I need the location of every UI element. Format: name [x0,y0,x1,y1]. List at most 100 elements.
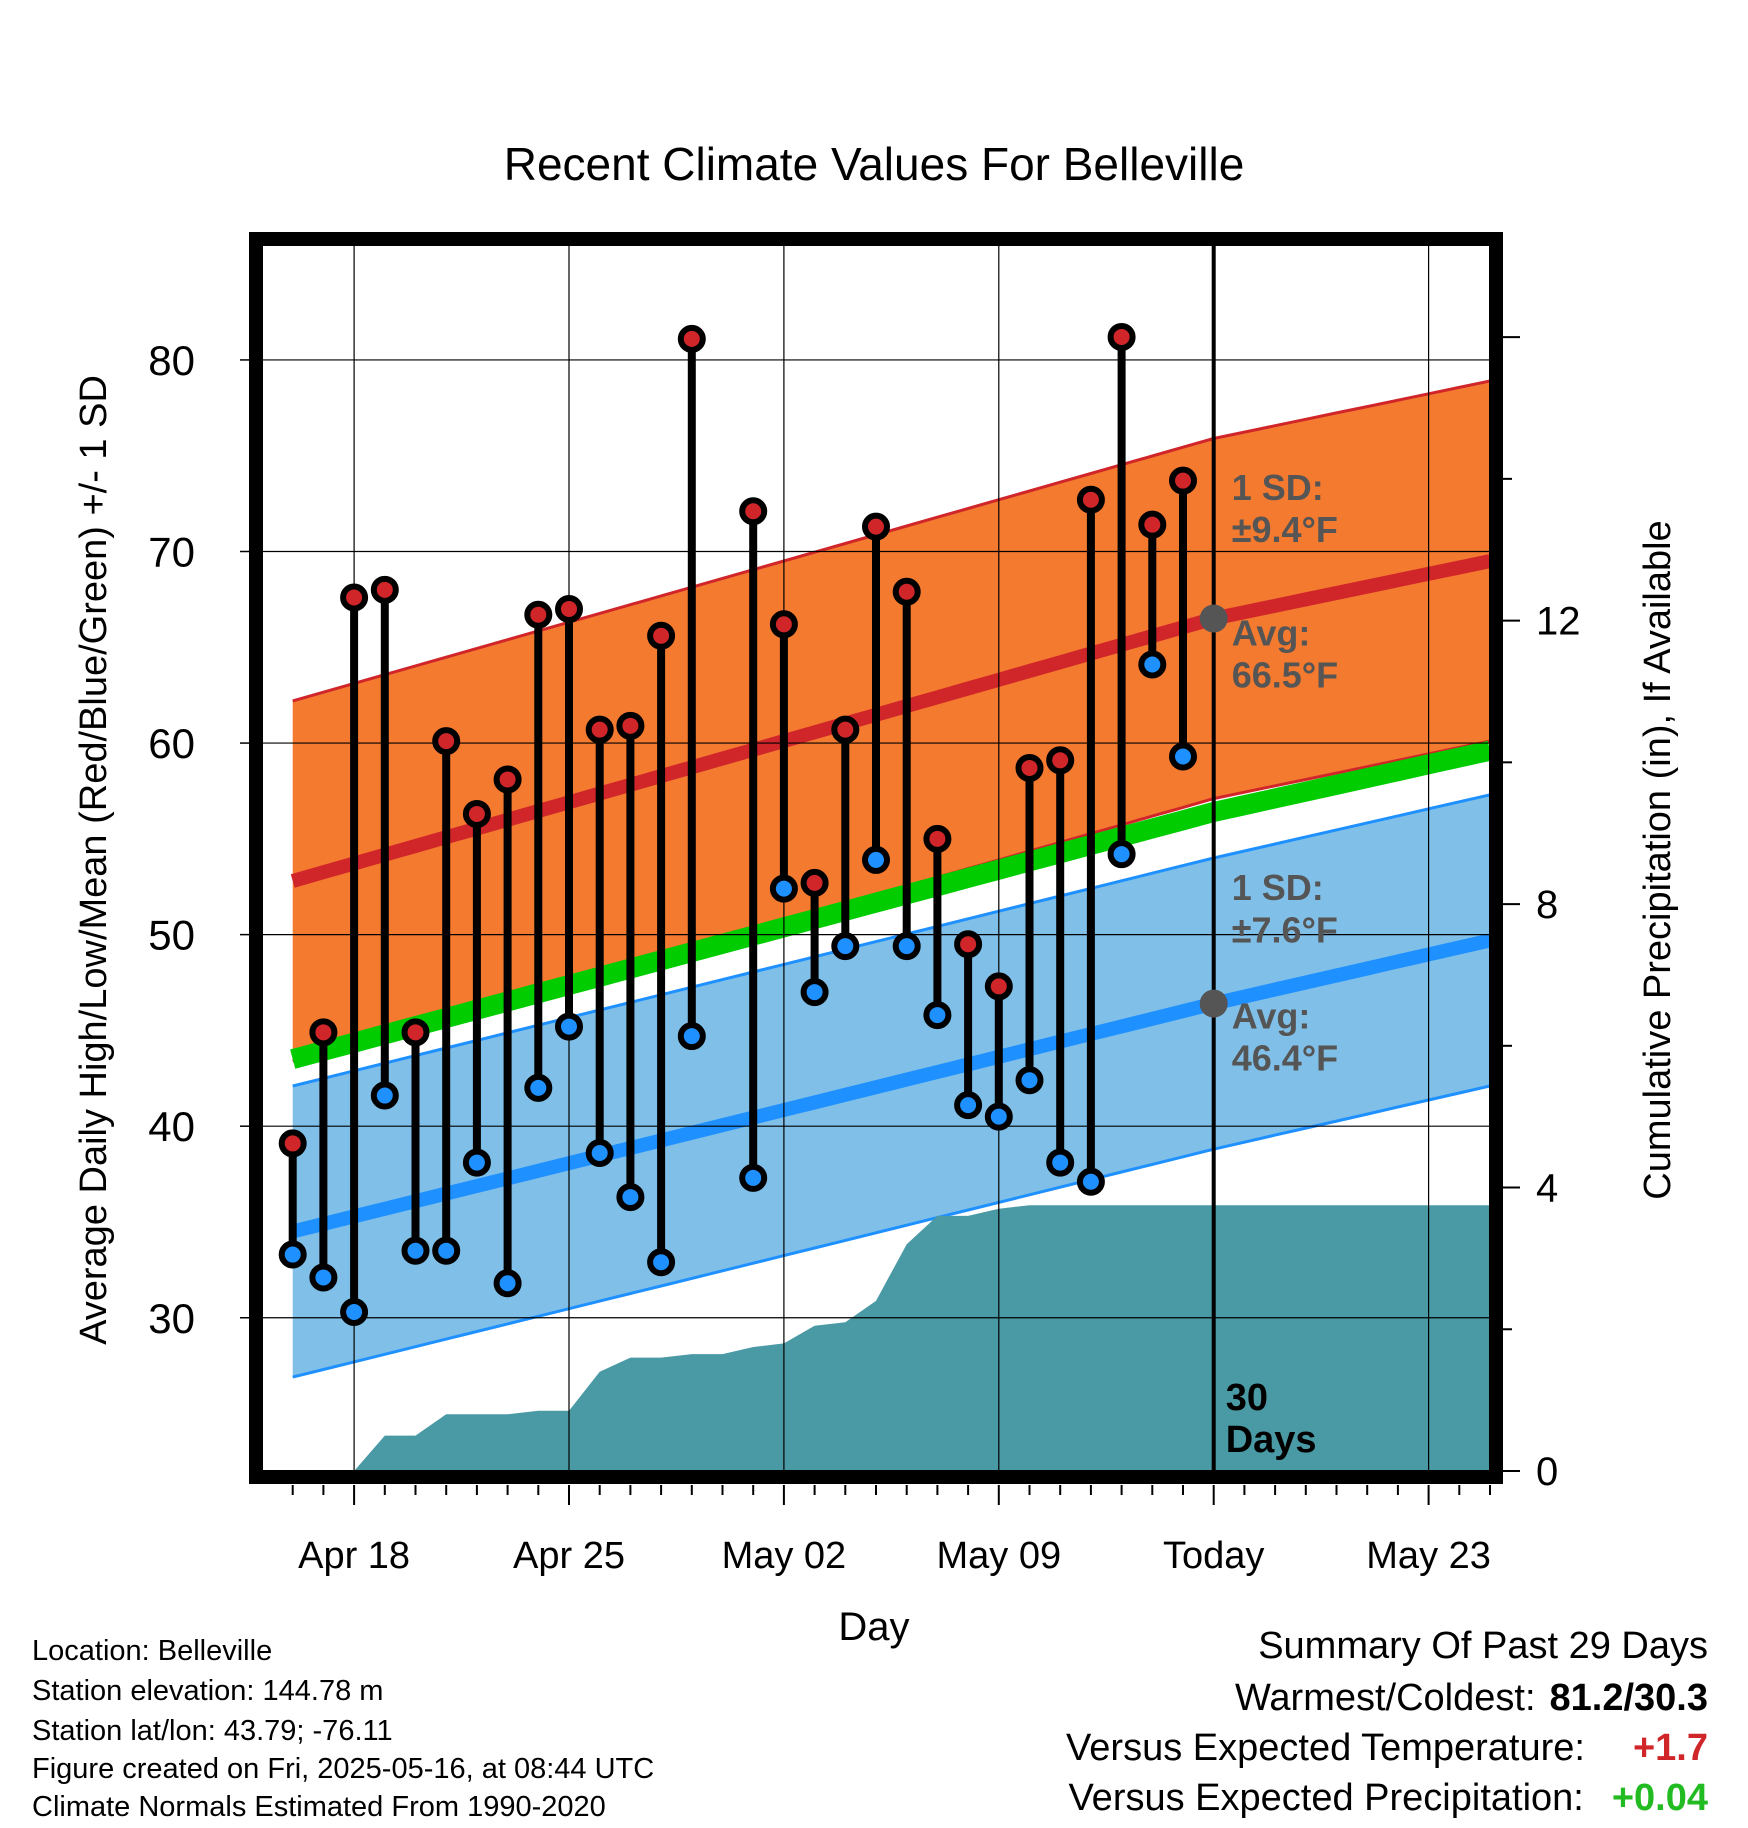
low-sd-label: 1 SD: [1232,867,1324,908]
precipitation-area [354,1205,1490,1471]
low-point [278,1240,307,1269]
high-point [984,972,1013,1001]
y-left-tick-label: 60 [148,720,195,767]
low-point [524,1073,553,1102]
high-point [616,711,645,740]
low-point [309,1263,338,1292]
y-axis-right-label: Cumulative Precipitation (in), If Availa… [1637,520,1679,1199]
summary-temp-row: Versus Expected Temperature: +1.7 [1066,1727,1708,1770]
high-point [1138,510,1167,539]
low-band-upper-edge [292,793,1490,1088]
low-point [954,1091,983,1120]
low-point [493,1269,522,1298]
high-point [493,765,522,794]
high-point [800,868,829,897]
high-point [278,1129,307,1158]
axis-ticks: 30 40 50 60 70 80 0 4 8 12 Apr 18 Apr 25 May 02 May 0… [148,336,1581,1577]
y-right-tick-label: 8 [1536,883,1558,927]
summary-precip-row: Versus Expected Precipitation: +0.04 [1068,1777,1708,1820]
summary-precip-label: Versus Expected Precipitation: [1068,1777,1584,1819]
x-axis-label: Day [838,1605,909,1649]
high-point [677,324,706,353]
low-point [1169,742,1197,771]
low-point [462,1148,491,1177]
low-point [1046,1148,1075,1177]
y-right-tick-label: 4 [1536,1167,1558,1211]
low-point [1015,1066,1044,1095]
summary-warmest-label: Warmest/Coldest: [1234,1677,1536,1719]
high-avg-label: Avg: [1232,612,1311,653]
low-point [647,1248,676,1277]
low-point [1076,1167,1105,1196]
x-tick-label: May 23 [1366,1535,1491,1577]
high-point [1046,746,1075,775]
high-point [1015,753,1044,782]
high-point [923,824,952,853]
x-tick-label: Apr 18 [298,1535,410,1577]
footer-latlon: Station lat/lon: 43.79; -76.11 [32,1715,393,1747]
high-point [309,1018,338,1047]
low-avg-value: 46.4°F [1232,1038,1338,1079]
high-sd-value: ±9.4°F [1232,509,1338,550]
low-point [370,1081,399,1110]
low-point [831,932,860,961]
low-point [862,845,890,874]
summary-warmest-row: Warmest/Coldest: 81.2/30.3 [1235,1677,1708,1720]
high-point [1107,322,1136,351]
high-point [647,621,676,650]
plot-area [262,245,1490,1471]
summary-title: Summary Of Past 29 Days [1258,1625,1708,1667]
high-point [739,497,768,526]
y-left-tick-label: 30 [148,1295,195,1342]
x-tick-label: May 02 [722,1535,847,1577]
days-marker-word: Days [1226,1419,1317,1461]
summary-temp-label: Versus Expected Temperature: [1066,1727,1585,1769]
summary-temp-value: +1.7 [1632,1727,1708,1769]
low-point [585,1139,614,1168]
high-normal-line [290,554,1490,888]
high-sd-label: 1 SD: [1232,467,1324,508]
x-tick-label: Today [1163,1535,1264,1577]
y-right-tick-label: 12 [1536,600,1581,644]
high-point [1169,466,1197,495]
low-point [432,1236,461,1265]
high-point [401,1018,430,1047]
high-point [862,512,890,541]
low-point [800,978,829,1007]
days-marker-number: 30 [1226,1377,1268,1419]
mean-normal-line [290,740,1490,1069]
low-avg-label: Avg: [1232,995,1311,1036]
high-point [585,715,614,744]
high-point [769,610,798,639]
low-point [555,1012,583,1041]
y-axis-left-label: Average Daily High/Low/Mean (Red/Blue/Gr… [73,375,115,1345]
y-left-tick-label: 80 [148,337,195,384]
summary-warmest-value: 81.2/30.3 [1549,1677,1708,1719]
x-tick-label: May 09 [936,1535,1061,1577]
high-point [462,799,491,828]
footer-location: Location: Belleville [32,1635,273,1667]
low-point [1138,650,1167,679]
high-band-upper-edge [292,379,1490,703]
low-point [739,1163,768,1192]
footer-created: Figure created on Fri, 2025-05-16, at 08… [32,1753,655,1785]
x-tick-label: Apr 25 [513,1535,625,1577]
low-point [340,1298,369,1327]
low-point [892,932,921,961]
low-point [984,1102,1013,1131]
low-point [769,874,798,903]
high-point [1076,485,1105,514]
low-point [401,1236,430,1265]
low-point [923,1001,952,1030]
high-point [555,594,583,623]
high-avg-value: 66.5°F [1232,655,1338,696]
low-point [1107,840,1136,869]
footer-normals: Climate Normals Estimated From 1990-2020 [32,1791,606,1823]
summary-precip-value: +0.04 [1611,1777,1708,1819]
high-avg-marker [1199,604,1228,633]
y-right-tick-label: 0 [1536,1450,1558,1494]
y-left-tick-label: 70 [148,529,195,576]
footer-elevation: Station elevation: 144.78 m [32,1675,384,1707]
high-point [831,715,860,744]
